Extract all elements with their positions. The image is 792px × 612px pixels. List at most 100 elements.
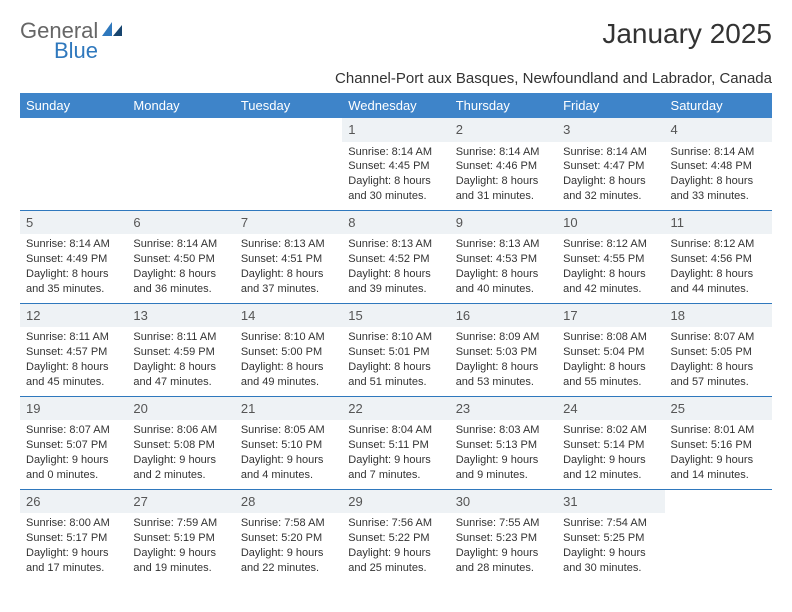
sunrise-text: Sunrise: 8:01 AM [671,423,766,438]
daylight-line2: and 49 minutes. [241,375,336,390]
daylight-line1: Daylight: 8 hours [348,267,443,282]
sunrise-text: Sunrise: 7:54 AM [563,516,658,531]
calendar-empty-cell [235,118,342,210]
daylight-line1: Daylight: 9 hours [348,453,443,468]
daylight-line1: Daylight: 8 hours [671,267,766,282]
day-number: 8 [342,211,449,235]
calendar-day-cell: 27Sunrise: 7:59 AMSunset: 5:19 PMDayligh… [127,489,234,581]
sunset-text: Sunset: 5:16 PM [671,438,766,453]
daylight-line1: Daylight: 9 hours [671,453,766,468]
sunrise-text: Sunrise: 8:09 AM [456,330,551,345]
day-number-empty [20,118,127,142]
calendar-day-cell: 2Sunrise: 8:14 AMSunset: 4:46 PMDaylight… [450,118,557,210]
day-number: 7 [235,211,342,235]
sunset-text: Sunset: 4:49 PM [26,252,121,267]
daylight-line1: Daylight: 9 hours [456,453,551,468]
daylight-line1: Daylight: 8 hours [563,174,658,189]
calendar-day-cell: 7Sunrise: 8:13 AMSunset: 4:51 PMDaylight… [235,210,342,303]
calendar-empty-cell [20,118,127,210]
sunset-text: Sunset: 5:05 PM [671,345,766,360]
calendar-week-row: 19Sunrise: 8:07 AMSunset: 5:07 PMDayligh… [20,396,772,489]
sunrise-text: Sunrise: 8:13 AM [348,237,443,252]
day-number: 14 [235,304,342,328]
calendar-day-cell: 1Sunrise: 8:14 AMSunset: 4:45 PMDaylight… [342,118,449,210]
calendar-day-cell: 6Sunrise: 8:14 AMSunset: 4:50 PMDaylight… [127,210,234,303]
calendar-day-cell: 12Sunrise: 8:11 AMSunset: 4:57 PMDayligh… [20,303,127,396]
sunset-text: Sunset: 4:56 PM [671,252,766,267]
day-number: 24 [557,397,664,421]
calendar-empty-cell [127,118,234,210]
daylight-line2: and 40 minutes. [456,282,551,297]
day-number: 27 [127,490,234,514]
sunset-text: Sunset: 5:10 PM [241,438,336,453]
location-subtitle: Channel-Port aux Basques, Newfoundland a… [20,70,772,87]
daylight-line2: and 12 minutes. [563,468,658,483]
daylight-line1: Daylight: 8 hours [456,174,551,189]
day-number: 25 [665,397,772,421]
daylight-line2: and 35 minutes. [26,282,121,297]
day-number: 9 [450,211,557,235]
calendar-week-row: 5Sunrise: 8:14 AMSunset: 4:49 PMDaylight… [20,210,772,303]
daylight-line2: and 53 minutes. [456,375,551,390]
day-number: 26 [20,490,127,514]
daylight-line2: and 30 minutes. [563,561,658,576]
sunset-text: Sunset: 4:51 PM [241,252,336,267]
calendar-day-cell: 26Sunrise: 8:00 AMSunset: 5:17 PMDayligh… [20,489,127,581]
calendar-day-cell: 31Sunrise: 7:54 AMSunset: 5:25 PMDayligh… [557,489,664,581]
sunset-text: Sunset: 5:23 PM [456,531,551,546]
daylight-line2: and 57 minutes. [671,375,766,390]
daylight-line1: Daylight: 9 hours [133,546,228,561]
calendar-day-cell: 3Sunrise: 8:14 AMSunset: 4:47 PMDaylight… [557,118,664,210]
daylight-line1: Daylight: 9 hours [241,453,336,468]
day-number: 18 [665,304,772,328]
sunset-text: Sunset: 5:22 PM [348,531,443,546]
calendar-day-cell: 25 Sunrise: 8:01 AMSunset: 5:16 PMDayligh… [665,396,772,489]
sunrise-text: Sunrise: 8:08 AM [563,330,658,345]
sunset-text: Sunset: 5:07 PM [26,438,121,453]
day-number: 29 [342,490,449,514]
daylight-line2: and 37 minutes. [241,282,336,297]
sunrise-text: Sunrise: 8:11 AM [133,330,228,345]
daylight-line1: Daylight: 8 hours [671,174,766,189]
day-header: Monday [127,93,234,118]
day-header: Friday [557,93,664,118]
calendar-day-cell: 11Sunrise: 8:12 AMSunset: 4:56 PMDayligh… [665,210,772,303]
sunset-text: Sunset: 4:48 PM [671,159,766,174]
daylight-line2: and 25 minutes. [348,561,443,576]
daylight-line2: and 33 minutes. [671,189,766,204]
calendar-day-cell: 23Sunrise: 8:03 AMSunset: 5:13 PMDayligh… [450,396,557,489]
day-header: Wednesday [342,93,449,118]
daylight-line2: and 32 minutes. [563,189,658,204]
daylight-line1: Daylight: 8 hours [563,360,658,375]
day-number: 21 [235,397,342,421]
calendar-week-row: 12Sunrise: 8:11 AMSunset: 4:57 PMDayligh… [20,303,772,396]
day-number: 11 [665,211,772,235]
daylight-line1: Daylight: 9 hours [456,546,551,561]
sunrise-text: Sunrise: 8:13 AM [241,237,336,252]
sunset-text: Sunset: 4:47 PM [563,159,658,174]
day-number: 2 [450,118,557,142]
daylight-line2: and 7 minutes. [348,468,443,483]
calendar-empty-cell [665,489,772,581]
sunset-text: Sunset: 4:57 PM [26,345,121,360]
daylight-line2: and 55 minutes. [563,375,658,390]
sunset-text: Sunset: 5:19 PM [133,531,228,546]
day-number: 16 [450,304,557,328]
daylight-line1: Daylight: 9 hours [348,546,443,561]
day-number: 1 [342,118,449,142]
sunset-text: Sunset: 4:45 PM [348,159,443,174]
sunrise-text: Sunrise: 8:03 AM [456,423,551,438]
day-number: 6 [127,211,234,235]
daylight-line1: Daylight: 8 hours [671,360,766,375]
daylight-line1: Daylight: 8 hours [456,360,551,375]
daylight-line2: and 31 minutes. [456,189,551,204]
sunrise-text: Sunrise: 7:56 AM [348,516,443,531]
day-number-empty [127,118,234,142]
daylight-line2: and 51 minutes. [348,375,443,390]
day-header: Sunday [20,93,127,118]
day-number: 13 [127,304,234,328]
calendar-table: SundayMondayTuesdayWednesdayThursdayFrid… [20,93,772,582]
day-header: Thursday [450,93,557,118]
daylight-line2: and 44 minutes. [671,282,766,297]
daylight-line2: and 14 minutes. [671,468,766,483]
